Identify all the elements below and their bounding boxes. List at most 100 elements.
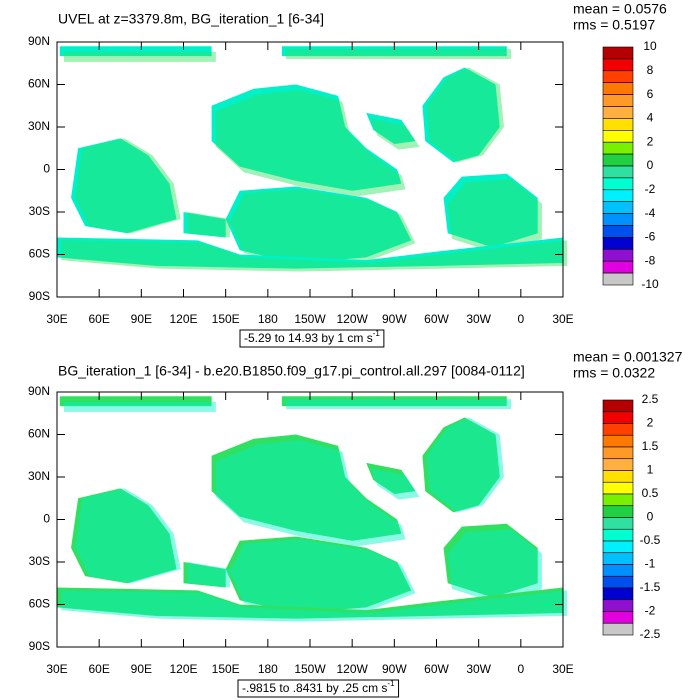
colorbar-label: -8	[645, 253, 656, 267]
colorbar-box	[602, 493, 634, 507]
colorbar-box	[602, 599, 634, 612]
colorbar-label: 10	[643, 39, 657, 53]
lon-label: 60W	[424, 312, 449, 326]
colorbar-box	[602, 118, 634, 131]
lon-label: 180	[258, 312, 278, 326]
ocean-texture	[447, 529, 542, 604]
colorbar-box	[602, 225, 634, 238]
ocean-region	[366, 462, 416, 494]
colorbar-label: 1.5	[642, 439, 659, 453]
colorbar-label: 0.5	[642, 486, 659, 500]
colorbar-box	[602, 177, 634, 191]
ocean-texture	[426, 67, 504, 163]
range-label: -5.29 to 14.93 by 1 cm s-1	[244, 329, 380, 345]
colorbar-box	[602, 481, 634, 495]
lon-label: 150W	[294, 662, 326, 676]
colorbar-box	[602, 470, 634, 483]
colorbar-box	[602, 165, 634, 179]
colorbar-label: -1	[645, 557, 656, 571]
ocean-region	[57, 587, 563, 619]
lat-label: 90N	[28, 34, 50, 48]
lon-label: 120E	[169, 662, 197, 676]
colorbar-box	[602, 189, 634, 203]
ocean-region	[225, 536, 412, 613]
ocean-region	[71, 488, 177, 584]
range-label: -.9815 to .8431 by .25 cm s-1	[242, 679, 395, 695]
panel-title: BG_iteration_1 [6-34] - b.e20.B1850.f09_…	[58, 363, 525, 379]
lon-label: 0	[517, 312, 524, 326]
ocean-region	[422, 67, 500, 163]
ocean-region	[443, 523, 538, 598]
colorbar-box	[602, 564, 634, 577]
colorbar-box	[602, 540, 634, 554]
lon-label: 150E	[212, 312, 240, 326]
colorbar-label: 2	[647, 134, 654, 148]
range-text: -.9815 to .8431 by .25 cm s	[242, 681, 387, 695]
lon-label: 60W	[424, 662, 449, 676]
ocean-texture	[215, 90, 406, 197]
ocean-texture	[286, 399, 511, 409]
colorbar-label: 2	[647, 416, 654, 430]
colorbar-box	[602, 423, 634, 436]
stat-label: rms = 0.0322	[573, 365, 655, 381]
lat-label: 60N	[28, 427, 50, 441]
colorbar-box	[602, 446, 634, 460]
colorbar-label: 2.5	[642, 392, 659, 406]
range-unit-exp: -1	[373, 329, 381, 338]
colorbar-box	[602, 153, 634, 167]
colorbar-label: -10	[641, 277, 659, 291]
colorbar-box	[602, 587, 634, 601]
ocean-texture	[61, 240, 568, 272]
colorbar-label: -2	[645, 604, 656, 618]
lon-label: 60E	[88, 662, 109, 676]
colorbar-label: -4	[645, 206, 656, 220]
lat-label: 60N	[28, 77, 50, 91]
ocean-texture	[229, 189, 416, 266]
range-box	[239, 329, 385, 348]
lon-label: 150W	[294, 312, 326, 326]
lon-label: 120E	[169, 312, 197, 326]
colorbar-box	[602, 622, 634, 636]
lon-label: 180	[258, 662, 278, 676]
lon-label: 90W	[382, 312, 407, 326]
colorbar-label: 4	[647, 111, 654, 125]
ocean-region	[225, 186, 412, 263]
ocean-texture	[426, 417, 504, 513]
lon-label: 30E	[552, 662, 573, 676]
lat-label: 0	[43, 162, 50, 176]
ocean-region	[59, 46, 212, 57]
lat-label: 60S	[29, 247, 50, 261]
ocean-region	[211, 84, 402, 191]
ocean-region	[422, 417, 500, 513]
ocean-region	[281, 396, 507, 407]
panel-title: UVEL at z=3379.8m, BG_iteration_1 [6-34]	[58, 11, 324, 27]
lon-label: 90E	[131, 312, 152, 326]
colorbar-box	[602, 575, 634, 589]
lat-label: 90S	[29, 289, 50, 303]
ocean-region	[57, 237, 563, 269]
colorbar-box	[602, 411, 634, 424]
ocean-region	[71, 138, 177, 234]
ocean-region	[183, 212, 226, 238]
colorbar-box	[602, 94, 634, 107]
lon-label: 150E	[212, 662, 240, 676]
colorbar-box	[602, 458, 634, 471]
lat-label: 30N	[28, 119, 50, 133]
colorbar-label: 6	[647, 87, 654, 101]
ocean-region	[183, 562, 226, 588]
lon-label: 30E	[46, 662, 67, 676]
colorbar-box	[602, 141, 634, 155]
ocean-texture	[447, 179, 542, 254]
colorbar-label: 8	[647, 63, 654, 77]
ocean-texture	[229, 539, 416, 616]
colorbar-box	[602, 130, 634, 143]
lat-label: 90S	[29, 639, 50, 653]
colorbar-box	[602, 82, 634, 95]
colorbar-box	[602, 528, 634, 542]
stat-label: mean = 0.0576	[573, 1, 667, 17]
colorbar-box	[602, 517, 634, 530]
lon-label: 30E	[552, 312, 573, 326]
colorbar-box	[602, 70, 634, 84]
colorbar-box	[602, 201, 634, 214]
